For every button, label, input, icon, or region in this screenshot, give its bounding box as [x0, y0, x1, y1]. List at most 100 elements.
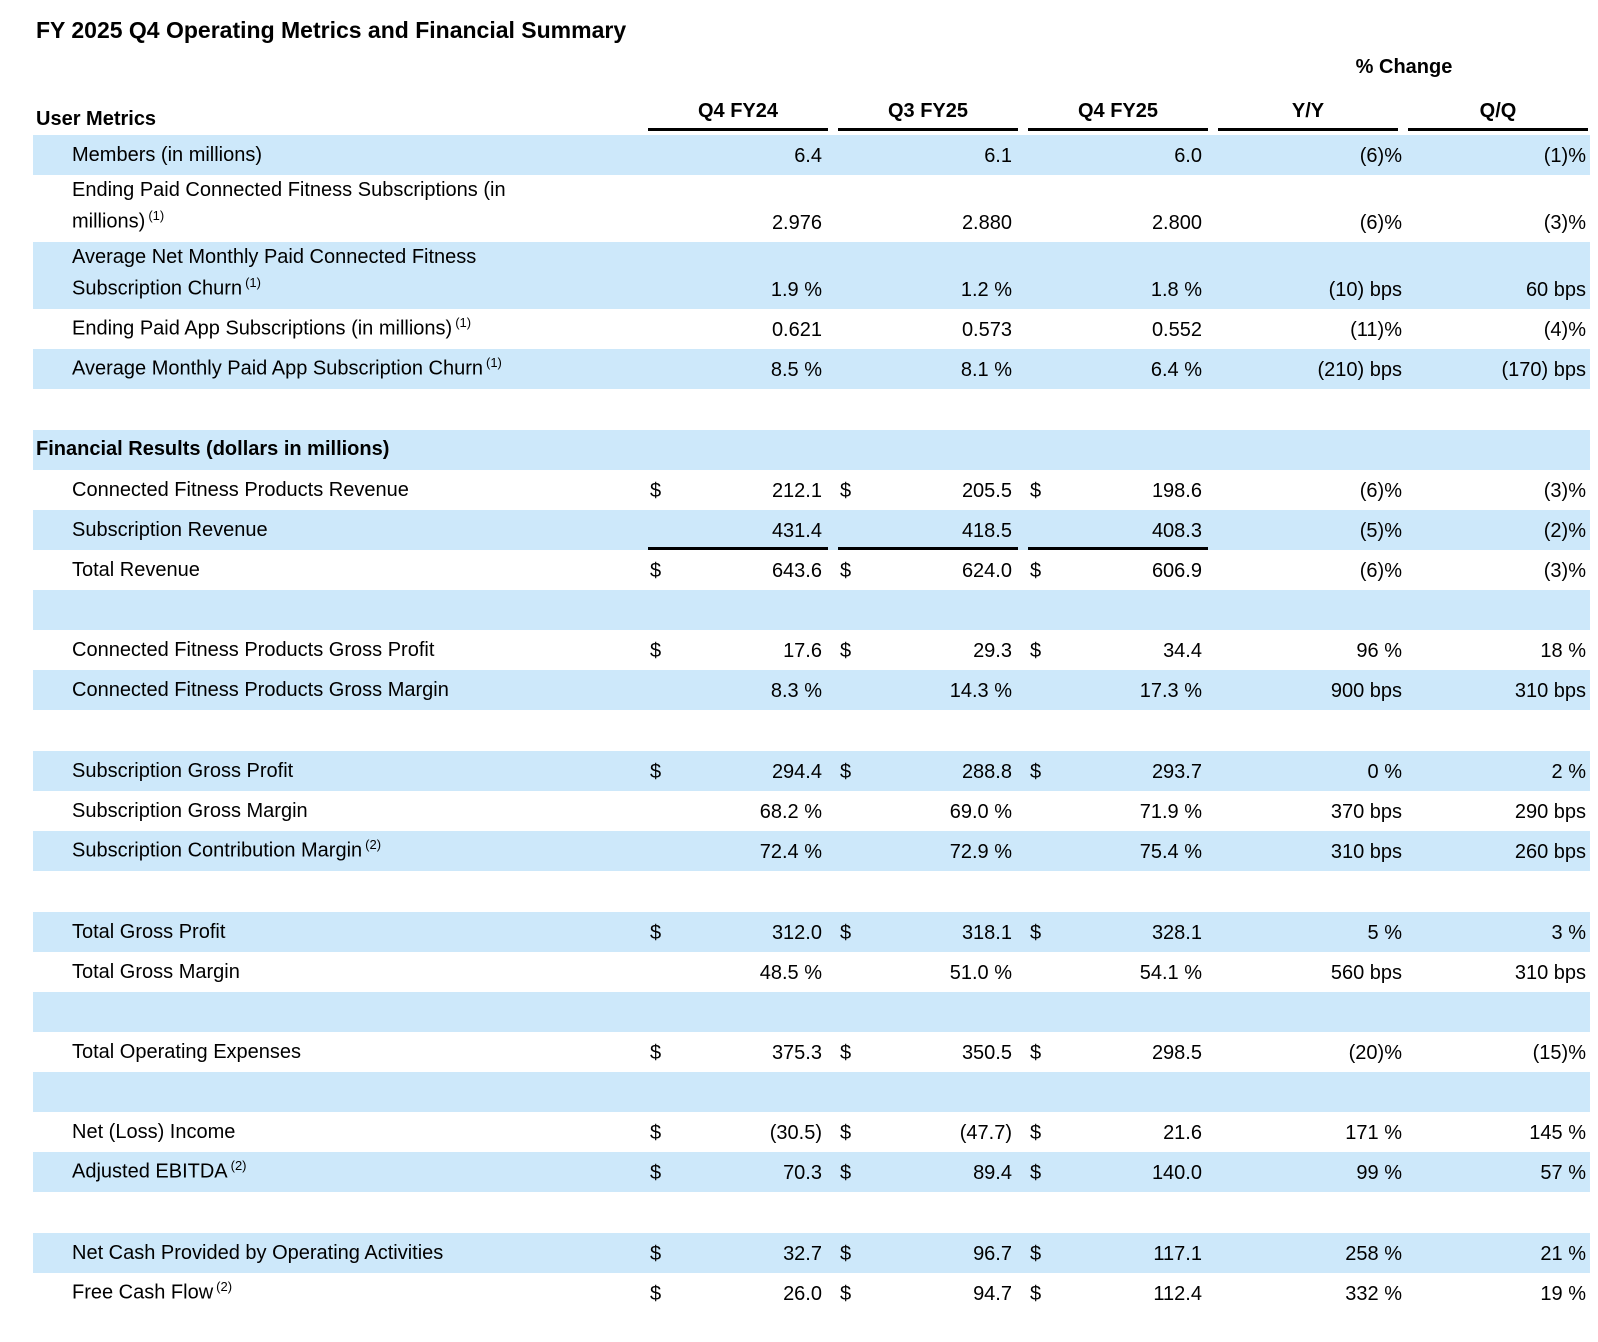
- value-cell: $94.7: [838, 1283, 1018, 1313]
- dollar-sign: $: [840, 1162, 852, 1184]
- value-cell: $29.3: [838, 640, 1018, 670]
- empty-row: [33, 590, 1590, 630]
- metric-value: 29.3: [973, 640, 1012, 662]
- column-header-yy: Y/Y: [1218, 100, 1398, 131]
- value-cell: $212.1: [648, 480, 828, 510]
- footnote-marker: (2): [216, 1279, 233, 1295]
- value-cell: 2.880: [838, 212, 1018, 242]
- metric-value: 318.1: [961, 922, 1012, 944]
- table-row: Ending Paid Connected Fitness Subscripti…: [33, 175, 1590, 242]
- qq-change-value: (4)%: [1543, 319, 1586, 341]
- metric-value: 6.4: [794, 145, 822, 167]
- dollar-sign: $: [840, 1042, 852, 1064]
- dollar-sign: $: [650, 761, 662, 783]
- metric-value: 8.5 %: [770, 359, 822, 381]
- value-cell: 431.4: [648, 520, 828, 550]
- column-header-qq: Q/Q: [1408, 100, 1588, 131]
- value-cell: 1.9 %: [648, 279, 828, 309]
- metric-value: 117.1: [1153, 1243, 1202, 1265]
- metric-label: Subscription Gross Profit: [72, 760, 294, 782]
- value-cell: 68.2 %: [648, 801, 828, 831]
- value-cell: $21.6: [1028, 1122, 1208, 1152]
- value-cell: $643.6: [648, 560, 828, 590]
- value-cell: $606.9: [1028, 560, 1208, 590]
- qq-change-value: (15)%: [1532, 1042, 1586, 1064]
- metric-value: 431.4: [771, 520, 822, 542]
- metric-value: 69.0 %: [949, 801, 1012, 823]
- dollar-sign: $: [1030, 1243, 1042, 1265]
- qq-change-value: (3)%: [1543, 560, 1586, 582]
- value-cell: 72.4 %: [648, 841, 828, 871]
- value-cell: $34.4: [1028, 640, 1208, 670]
- yy-change-value: 900 bps: [1330, 680, 1402, 702]
- yy-change-value: (11)%: [1350, 319, 1402, 341]
- metric-value: 112.4: [1153, 1283, 1202, 1305]
- value-cell: 6.1: [838, 145, 1018, 175]
- footnote-marker: (1): [455, 315, 472, 331]
- metric-value: 1.2 %: [960, 279, 1012, 301]
- metric-value: 606.9: [1151, 560, 1202, 582]
- value-cell: 69.0 %: [838, 801, 1018, 831]
- dollar-sign: $: [1030, 761, 1042, 783]
- metric-value: 17.3 %: [1139, 680, 1202, 702]
- value-cell: 1.8 %: [1028, 279, 1208, 309]
- table-body: Members (in millions) 6.4 6.1 6.0 (6)% (1)% En…: [33, 135, 1590, 1313]
- footnote-marker: (1): [486, 355, 502, 371]
- metric-value: 2.800: [1151, 212, 1202, 234]
- qq-change-value: (170) bps: [1501, 359, 1587, 381]
- metric-label: Total Gross Margin: [72, 961, 240, 983]
- metric-value: 293.7: [1151, 761, 1202, 783]
- yy-change-value: (6)%: [1359, 480, 1402, 502]
- value-cell: 71.9 %: [1028, 801, 1208, 831]
- value-cell: $293.7: [1028, 761, 1208, 791]
- column-header-q3fy25: Q3 FY25: [838, 100, 1018, 131]
- value-cell: $112.4: [1028, 1283, 1208, 1313]
- metric-value: 350.5: [961, 1042, 1012, 1064]
- footnote-marker: (1): [148, 208, 165, 224]
- value-cell: $26.0: [648, 1283, 828, 1313]
- metric-value: 140.0: [1151, 1162, 1202, 1184]
- metric-value: 6.1: [984, 145, 1012, 167]
- percent-change-header: % Change: [1355, 56, 1453, 78]
- value-cell: $140.0: [1028, 1162, 1208, 1192]
- dollar-sign: $: [1030, 1122, 1042, 1144]
- metric-label: Members (in millions): [72, 144, 263, 166]
- value-cell: $96.7: [838, 1243, 1018, 1273]
- dollar-sign: $: [650, 480, 662, 502]
- table-row: Average Monthly Paid App Subscription Ch…: [33, 349, 1590, 389]
- metric-value: 624.0: [961, 560, 1012, 582]
- value-cell: $89.4: [838, 1162, 1018, 1192]
- metric-value: 0.621: [771, 319, 822, 341]
- metric-value: 89.4: [973, 1162, 1012, 1184]
- yy-change-value: 0 %: [1367, 761, 1402, 783]
- value-cell: $375.3: [648, 1042, 828, 1072]
- value-cell: 6.0: [1028, 145, 1208, 175]
- dollar-sign: $: [1030, 560, 1042, 582]
- yy-change-value: 560 bps: [1330, 962, 1402, 984]
- dollar-sign: $: [840, 922, 852, 944]
- change-header-row: % Change: [33, 44, 1590, 86]
- table-row: Subscription Gross Margin 68.2 % 69.0 % 71.…: [33, 791, 1590, 831]
- metric-value: 298.5: [1151, 1042, 1202, 1064]
- yy-change-value: 5 %: [1367, 922, 1402, 944]
- qq-change-value: (3)%: [1543, 480, 1586, 502]
- footnote-marker: (1): [245, 275, 261, 291]
- table-row: Net Cash Provided by Operating Activitie…: [33, 1233, 1590, 1273]
- qq-change-value: 145 %: [1529, 1122, 1586, 1144]
- metric-value: (30.5): [769, 1122, 822, 1144]
- metric-label: Adjusted EBITDA (2): [72, 1158, 247, 1183]
- metric-value: 6.0: [1174, 145, 1202, 167]
- table-row: Net (Loss) Income $ (30.5) $ (47.7) $21.6 171 …: [33, 1112, 1590, 1152]
- value-cell: $318.1: [838, 922, 1018, 952]
- table-row: Connected Fitness Products Gross Profit $…: [33, 630, 1590, 670]
- yy-change-value: (210) bps: [1317, 359, 1403, 381]
- value-cell: 8.5 %: [648, 359, 828, 389]
- value-cell: $298.5: [1028, 1042, 1208, 1072]
- value-cell: 14.3 %: [838, 680, 1018, 710]
- value-cell: $350.5: [838, 1042, 1018, 1072]
- qq-change-value: 19 %: [1540, 1283, 1586, 1305]
- metric-value: 0.573: [961, 319, 1012, 341]
- metric-value: 48.5 %: [759, 962, 822, 984]
- yy-change-value: 99 %: [1356, 1162, 1402, 1184]
- column-header-q4fy25: Q4 FY25: [1028, 100, 1208, 131]
